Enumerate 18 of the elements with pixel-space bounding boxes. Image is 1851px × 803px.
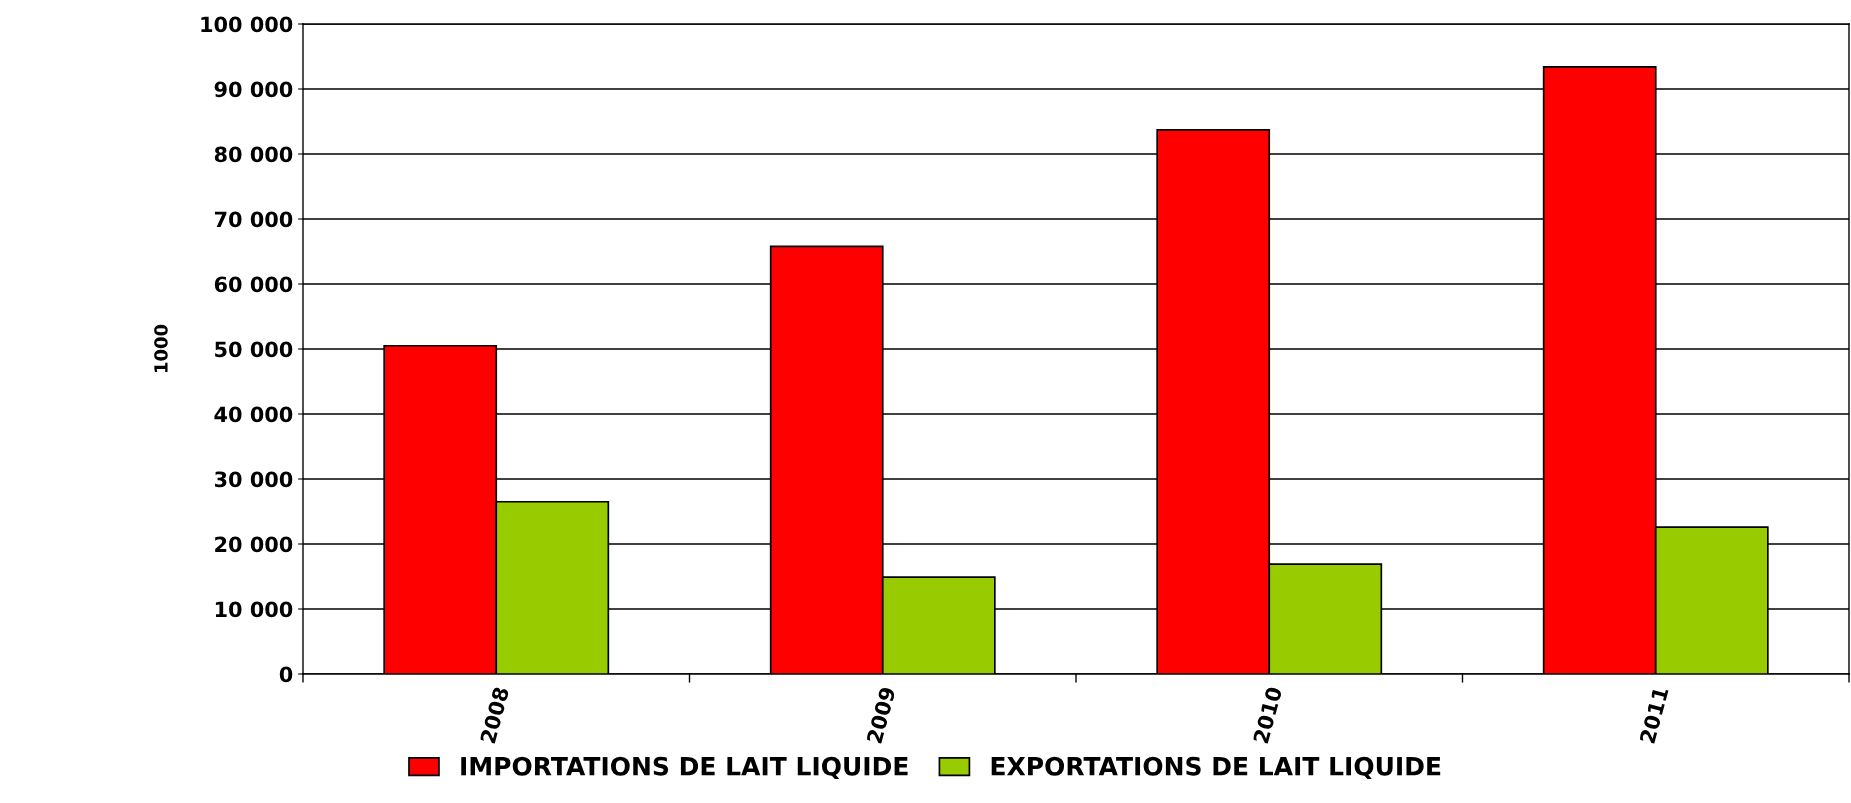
y-tick-label: 80 000 bbox=[214, 146, 293, 163]
y-tick-label: 0 bbox=[279, 666, 293, 683]
y-tick-label: 90 000 bbox=[214, 81, 293, 98]
x-tick-label: 2009 bbox=[866, 686, 896, 744]
y-tick-label: 100 000 bbox=[201, 16, 293, 33]
y-tick-label: 40 000 bbox=[214, 406, 293, 423]
y-tick-label: 60 000 bbox=[214, 276, 293, 293]
x-tick-label: 2010 bbox=[1252, 686, 1283, 744]
y-tick-label: 70 000 bbox=[214, 211, 293, 228]
x-tick-label: 2008 bbox=[479, 686, 510, 744]
y-tick-label: 50 000 bbox=[215, 341, 293, 358]
legend-label: EXPORTATIONS DE LAIT LIQUIDE bbox=[991, 756, 1441, 779]
x-tick-label: 2011 bbox=[1639, 686, 1669, 744]
legend-label: IMPORTATIONS DE LAIT LIQUIDE bbox=[461, 756, 908, 779]
y-tick-label: 20 000 bbox=[215, 536, 293, 553]
y-tick-label: 10 000 bbox=[215, 601, 293, 618]
y-axis-title: 1000 bbox=[154, 324, 168, 373]
y-tick-label: 30 000 bbox=[214, 471, 293, 488]
